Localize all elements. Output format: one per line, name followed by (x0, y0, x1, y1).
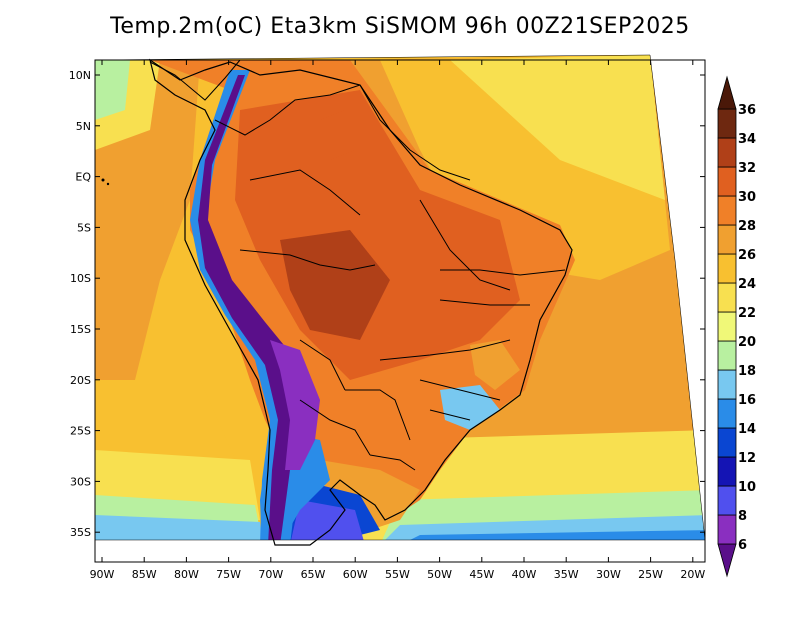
galapagos-islands (101, 178, 105, 182)
longitude-label: 65W (301, 568, 326, 581)
colorbar-swatch (717, 137, 737, 168)
colorbar-swatch (717, 456, 737, 487)
colorbar-swatch (717, 108, 737, 139)
colorbar-label: 12 (738, 451, 756, 466)
latitude-label: 5S (77, 221, 91, 234)
longitude-label: 80W (174, 568, 199, 581)
latitude-label: EQ (75, 171, 91, 184)
colorbar-label: 20 (738, 335, 756, 350)
colorbar-swatch (717, 195, 737, 226)
colorbar-label: 34 (738, 132, 756, 147)
colorbar-swatch (717, 253, 737, 284)
latitude-label: 20S (70, 374, 91, 387)
latitude-label: 30S (70, 475, 91, 488)
colorbar-swatch (717, 282, 737, 313)
colorbar-label: 24 (738, 277, 756, 292)
colorbar-label: 30 (738, 190, 756, 205)
longitude-label: 35W (554, 568, 579, 581)
galapagos-islands (106, 182, 110, 186)
longitude-label: 60W (343, 568, 368, 581)
colorbar-lower-extension (717, 543, 737, 578)
colorbar-label: 22 (738, 306, 756, 321)
latitude-label: 10N (69, 69, 91, 82)
longitude-label: 85W (132, 568, 157, 581)
colorbar-label: 14 (738, 422, 756, 437)
colorbar-label: 6 (738, 538, 747, 553)
colorbar-swatch (717, 224, 737, 255)
latitude-label: 10S (70, 272, 91, 285)
latitude-label: 5N (76, 120, 91, 133)
latitude-axis: 10N 5N EQ 5S 10S 15S 20S 25S 30S 35S (69, 69, 705, 539)
longitude-label: 20W (680, 568, 705, 581)
colorbar-swatch (717, 311, 737, 342)
colorbar-label: 28 (738, 219, 756, 234)
longitude-label: 40W (512, 568, 537, 581)
colorbar-swatch (717, 369, 737, 400)
latitude-label: 35S (70, 526, 91, 539)
longitude-axis: 90W 85W 80W 75W 70W 65W 60W 55W 50W 45W 40W 35W 30W 2… (90, 60, 705, 581)
map-title: Temp.2m(oC) Eta3km SiSMOM 96h 00Z21SEP20… (110, 14, 690, 39)
longitude-label: 75W (216, 568, 241, 581)
colorbar-label: 18 (738, 364, 756, 379)
colorbar-swatch (717, 514, 737, 545)
colorbar-label: 8 (738, 509, 747, 524)
colorbar-label: 10 (738, 480, 756, 495)
colorbar-swatch (717, 485, 737, 516)
longitude-label: 30W (596, 568, 621, 581)
colorbar-label: 36 (738, 103, 756, 118)
colorbar-swatch (717, 427, 737, 458)
colorbar-label: 26 (738, 248, 756, 263)
colorbar: 6 8 10 12 14 16 18 20 22 24 26 28 30 32 34 36 (717, 75, 756, 578)
longitude-label: 45W (469, 568, 494, 581)
colorbar-label: 32 (738, 161, 756, 176)
longitude-label: 55W (385, 568, 410, 581)
latitude-label: 15S (70, 323, 91, 336)
coastline (149, 58, 573, 546)
temperature-field (95, 55, 705, 540)
longitude-label: 25W (638, 568, 663, 581)
longitude-label: 90W (90, 568, 115, 581)
colorbar-label: 16 (738, 393, 756, 408)
colorbar-swatch (717, 340, 737, 371)
colorbar-upper-extension (717, 75, 737, 110)
latitude-label: 25S (70, 425, 91, 438)
plot-frame (94, 59, 706, 563)
longitude-label: 70W (258, 568, 283, 581)
longitude-label: 50W (427, 568, 452, 581)
colorbar-swatch (717, 398, 737, 429)
colorbar-swatch (717, 166, 737, 197)
